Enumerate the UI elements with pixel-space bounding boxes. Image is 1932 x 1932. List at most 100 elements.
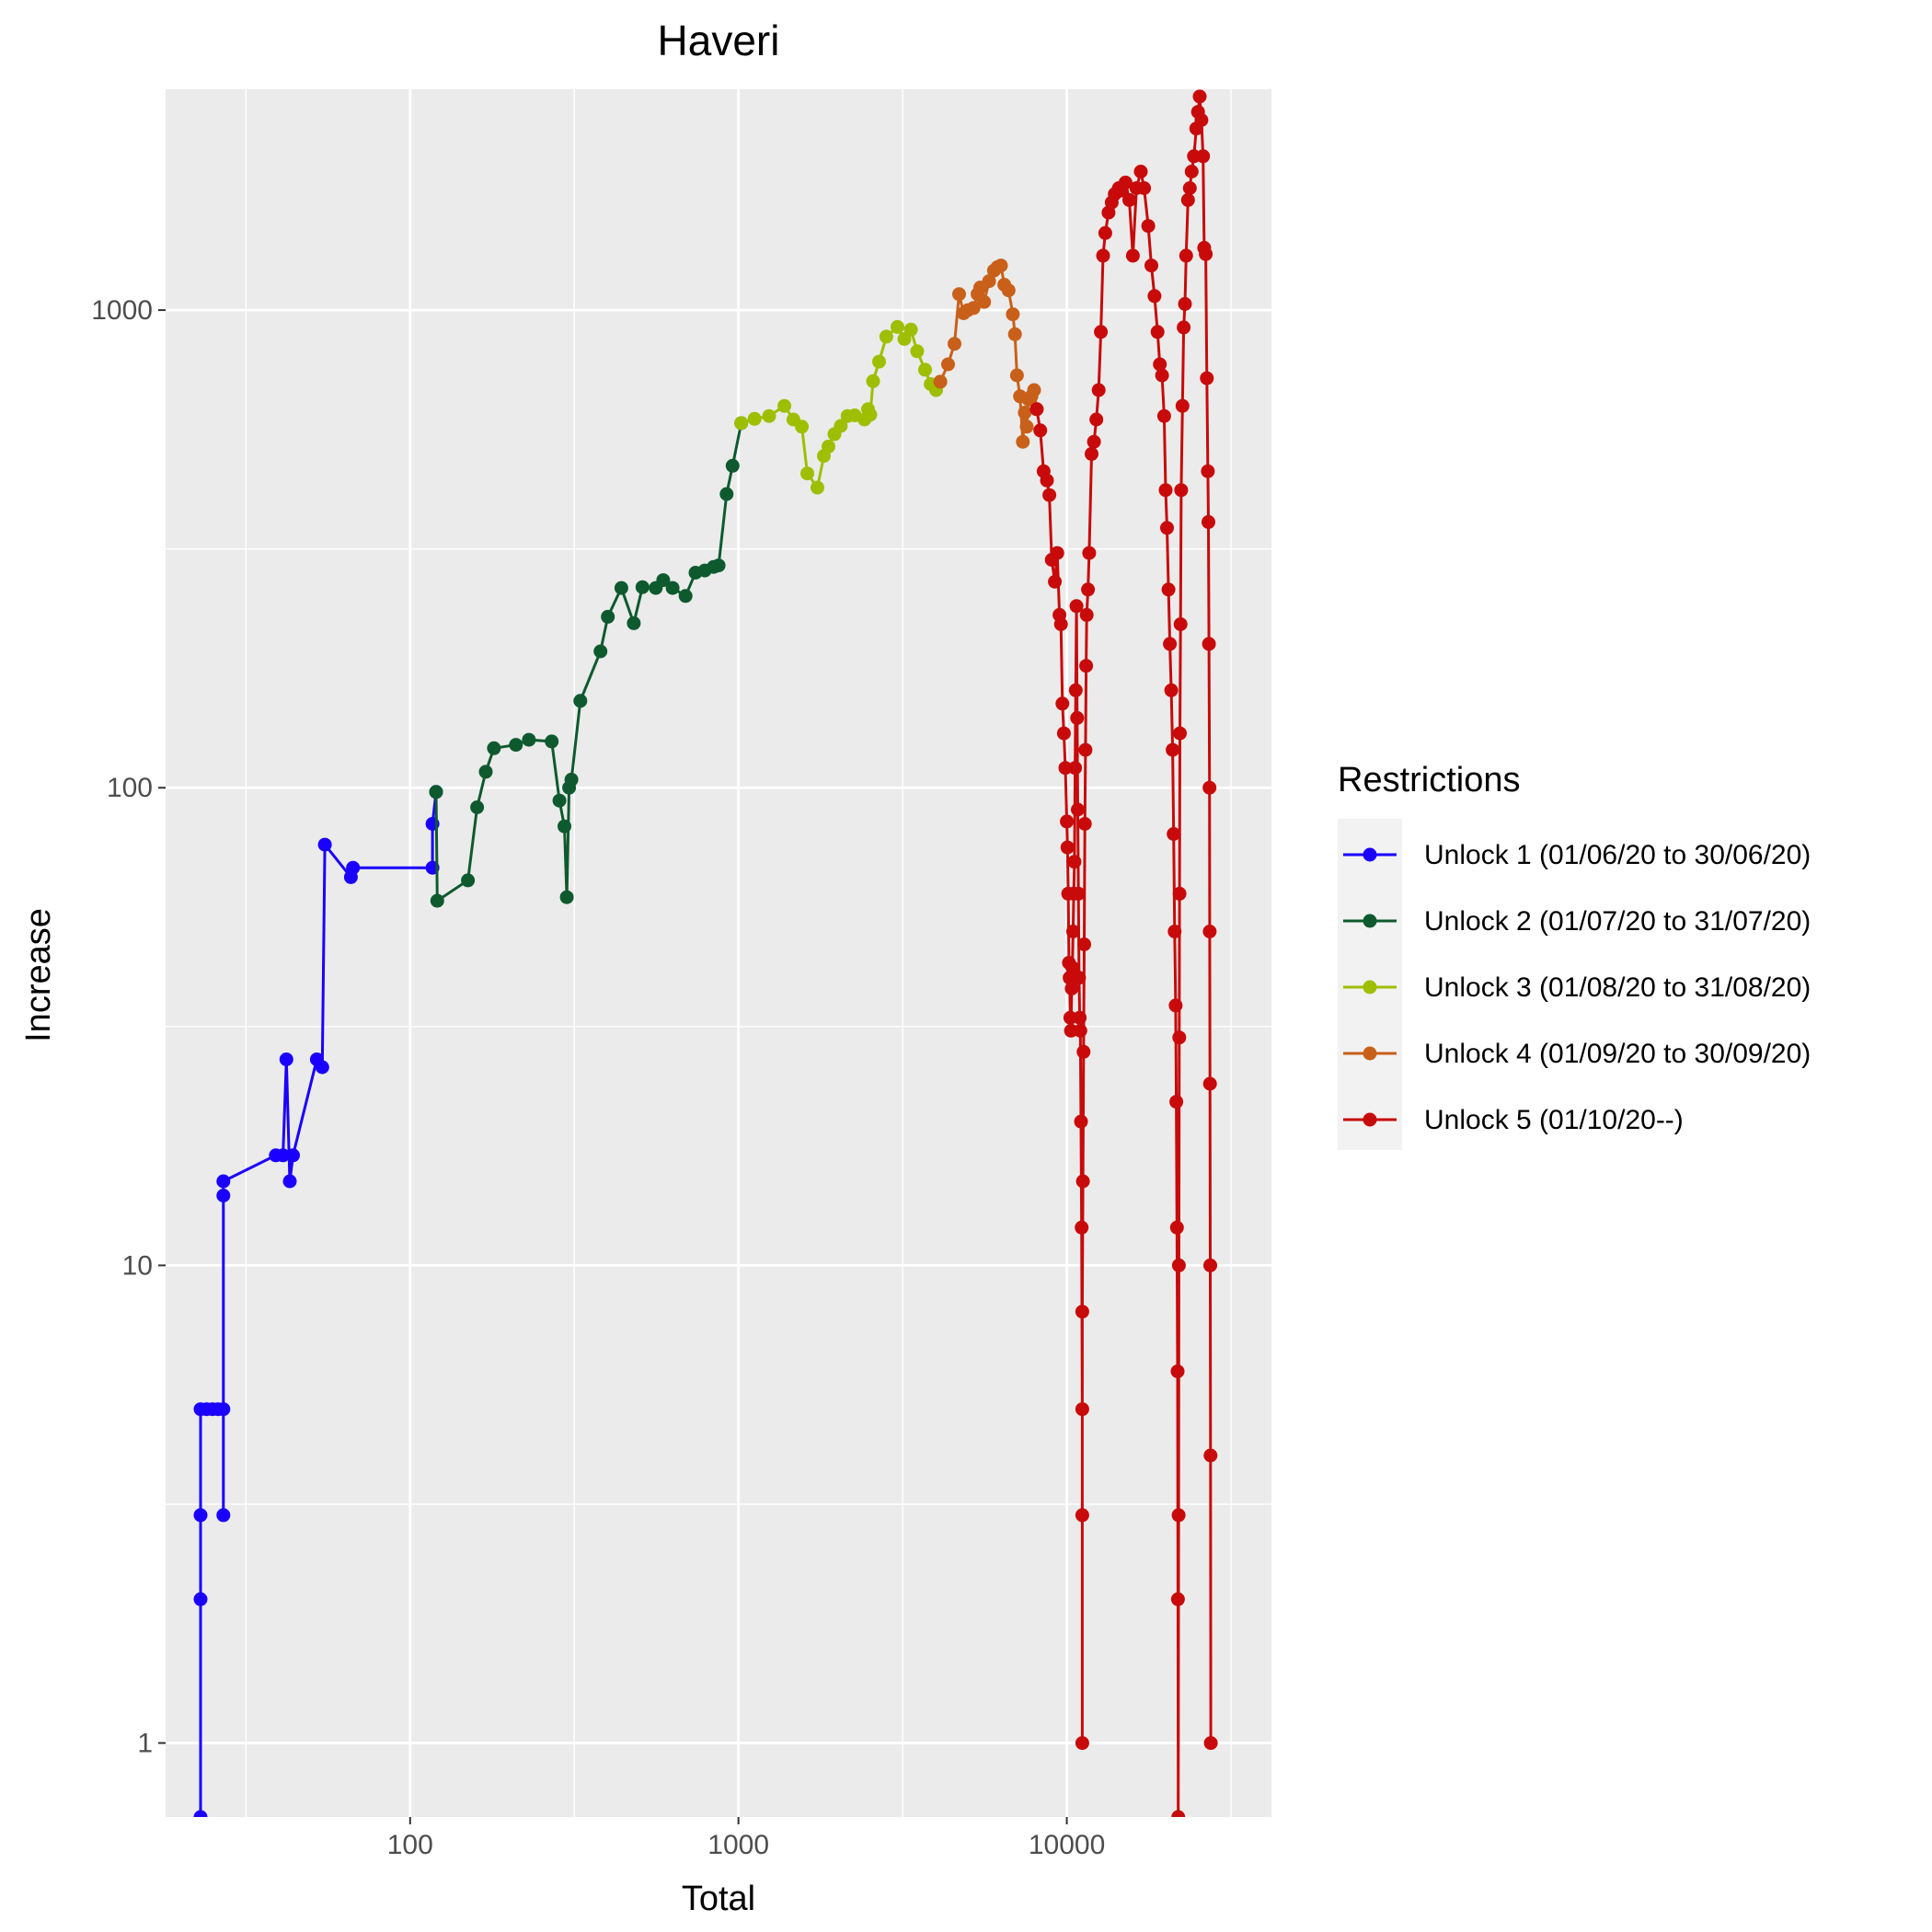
data-point [279,1052,293,1066]
data-point [216,1402,231,1417]
data-point [1201,464,1215,478]
data-point [1160,521,1174,535]
data-point [1167,925,1182,938]
data-point [977,294,992,309]
data-point [891,319,904,334]
data-point [1172,886,1187,901]
data-point [656,573,671,588]
data-point [1164,683,1179,697]
data-point [1144,259,1158,273]
data-point [1173,617,1188,631]
data-point [711,558,726,573]
data-point [725,458,740,473]
data-point [982,274,996,289]
legend: Restrictions Unlock 1 (01/06/20 to 30/06… [1338,761,1811,1150]
data-point [1075,1174,1090,1189]
data-point [1133,165,1148,178]
data-point [1070,710,1085,725]
legend-item: Unlock 1 (01/06/20 to 30/06/20) [1343,840,1811,870]
data-point [478,765,493,779]
data-point [593,644,608,659]
data-point [678,589,693,604]
data-point [1089,412,1104,427]
chart-title: Haveri [658,17,780,64]
legend-key-point [1363,980,1377,995]
data-point [430,893,444,908]
data-point [866,374,880,388]
legend-item: Unlock 5 (01/10/20--) [1343,1105,1684,1135]
data-point [1087,434,1101,449]
data-point [1019,420,1034,434]
legend-label: Unlock 1 (01/06/20 to 30/06/20) [1424,840,1811,870]
data-point [1168,998,1183,1013]
data-point [1075,1305,1089,1319]
data-point [1175,398,1190,413]
data-point [429,785,443,799]
data-point [1098,225,1112,240]
data-point [1033,423,1048,438]
data-point [1079,607,1094,622]
legend-key-point [1363,914,1377,928]
legend-item: Unlock 4 (01/09/20 to 30/09/20) [1343,1039,1811,1069]
data-point [282,1174,297,1189]
series-1 [193,785,443,1817]
data-point [1064,981,1079,995]
data-point [1068,761,1083,776]
x-axis: 100 1000 10000 [387,1817,1105,1860]
data-point [216,1189,231,1202]
data-point [1075,1508,1089,1523]
data-point [1196,149,1211,164]
legend-key-point [1363,1046,1377,1061]
data-point [1082,546,1097,560]
legend-label: Unlock 3 (01/08/20 to 31/08/20) [1424,972,1811,1003]
data-point [1009,368,1024,383]
data-point [1179,248,1193,263]
data-point [795,420,810,434]
data-point [1147,289,1162,304]
data-point [1048,574,1063,589]
data-point [1006,307,1020,322]
data-point [1027,383,1041,397]
data-point [777,398,792,413]
series-layer [193,89,1218,1817]
data-point [1161,582,1176,597]
legend-label: Unlock 5 (01/10/20--) [1424,1105,1684,1135]
data-point [1069,599,1084,614]
data-point [564,772,579,787]
data-point [834,419,848,433]
data-point [933,374,948,389]
legend-item: Unlock 2 (01/07/20 to 31/07/20) [1343,906,1811,937]
data-point [903,322,918,337]
data-point [552,793,567,808]
data-point [1075,1220,1089,1235]
data-point [346,860,361,875]
data-point [952,287,966,302]
data-point [1065,960,1080,975]
data-point [1169,1095,1184,1110]
data-point [601,609,615,624]
data-point [941,357,955,372]
data-point [966,301,981,316]
data-point [1194,113,1209,127]
x-tick-label: 10000 [1029,1830,1105,1860]
series-2 [429,416,749,908]
data-point [863,408,878,422]
data-point [1202,925,1217,938]
data-point [1171,1810,1186,1817]
data-point [1177,320,1191,335]
y-tick-label: 10 [122,1250,153,1281]
data-point [1141,219,1156,234]
data-point [1085,446,1098,461]
legend-items: Unlock 1 (01/06/20 to 30/06/20) Unlock 2 … [1343,840,1811,1135]
data-point [734,416,749,431]
data-point [994,259,1008,273]
data-point [1016,434,1030,449]
data-point [627,615,641,630]
data-point [1169,1220,1184,1235]
data-point [1163,637,1178,651]
data-point [1137,181,1152,195]
data-point [762,408,776,423]
data-point [1172,1030,1187,1045]
data-point [1122,192,1136,207]
data-point [1076,1044,1091,1059]
